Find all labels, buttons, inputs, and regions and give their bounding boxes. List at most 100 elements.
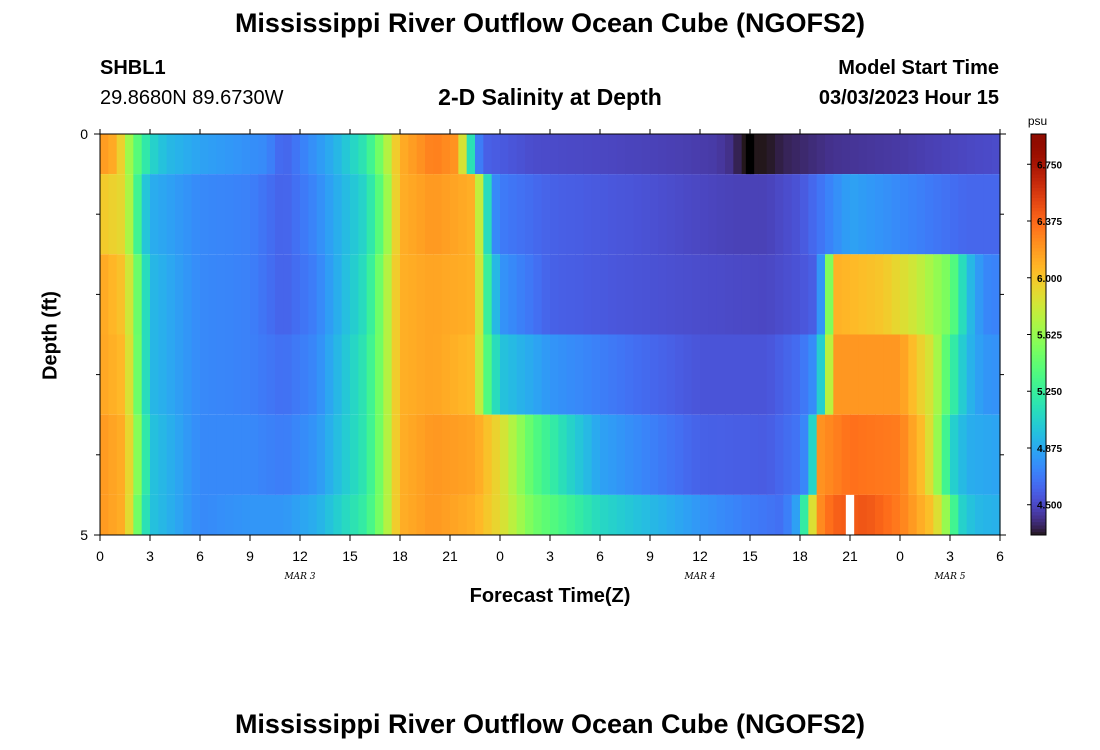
heatmap-cell xyxy=(525,494,534,535)
colorbar-cell xyxy=(1031,147,1046,152)
heatmap-cell xyxy=(425,254,434,335)
heatmap-cell xyxy=(625,334,634,415)
colorbar-cell xyxy=(1031,381,1046,386)
heatmap-cell xyxy=(833,414,843,495)
heatmap-cell xyxy=(625,414,634,495)
heatmap-cell xyxy=(308,334,318,415)
heatmap-cell xyxy=(416,414,426,495)
heatmap-cell xyxy=(425,134,434,175)
heatmap-cell xyxy=(491,254,501,335)
heatmap-cell xyxy=(425,174,434,255)
heatmap-cell xyxy=(608,134,618,175)
heatmap-cell xyxy=(725,254,734,335)
colorbar-tick-label: 5.625 xyxy=(1037,331,1062,342)
heatmap-cell xyxy=(325,174,334,255)
heatmap-cell xyxy=(100,414,109,495)
colorbar-cell xyxy=(1031,187,1046,192)
heatmap-cell xyxy=(641,414,651,495)
colorbar-cell xyxy=(1031,418,1046,422)
heatmap-cell xyxy=(391,494,401,535)
heatmap-cell xyxy=(316,414,326,495)
heatmap-cell xyxy=(933,254,943,335)
heatmap-cell xyxy=(150,134,159,175)
heatmap-cell xyxy=(133,174,143,255)
heatmap-cell xyxy=(750,494,759,535)
heatmap-cell xyxy=(458,334,468,415)
colorbar-cell xyxy=(1031,277,1046,282)
heatmap-cell xyxy=(908,414,918,495)
heatmap-cell xyxy=(841,334,851,415)
colorbar-cell xyxy=(1031,204,1046,209)
colorbar-cell xyxy=(1031,357,1046,362)
y-tick-label: 0 xyxy=(80,126,88,142)
heatmap-cell xyxy=(166,174,176,255)
heatmap-cell xyxy=(350,494,359,535)
heatmap-cell xyxy=(141,134,151,175)
heatmap-cell xyxy=(608,334,618,415)
heatmap-cell xyxy=(775,254,784,335)
heatmap-cell xyxy=(250,174,259,255)
heatmap-cell xyxy=(233,334,243,415)
heatmap-cell xyxy=(883,174,893,255)
heatmap-cell xyxy=(133,414,143,495)
heatmap-cell xyxy=(800,134,809,175)
heatmap-cell xyxy=(908,494,918,535)
colorbar-cell xyxy=(1031,458,1046,462)
heatmap-cell xyxy=(933,134,943,175)
heatmap-cell xyxy=(575,174,584,255)
heatmap-cell xyxy=(708,494,718,535)
colorbar-cell xyxy=(1031,438,1046,442)
heatmap-cell xyxy=(625,254,634,335)
heatmap-cell xyxy=(966,414,976,495)
heatmap-cell xyxy=(800,254,809,335)
heatmap-cell xyxy=(883,334,893,415)
heatmap-cell xyxy=(508,134,518,175)
heatmap-cell xyxy=(541,414,551,495)
heatmap-cell xyxy=(108,414,118,495)
heatmap-cell xyxy=(691,134,701,175)
heatmap-cell xyxy=(616,334,626,415)
colorbar-unit: psu xyxy=(1028,114,1047,128)
heatmap-cell xyxy=(958,174,968,255)
colorbar-cell xyxy=(1031,451,1046,456)
colorbar-cell xyxy=(1031,150,1046,155)
colorbar-cell xyxy=(1031,164,1046,168)
heatmap-cell xyxy=(966,334,976,415)
heatmap-cell xyxy=(408,254,418,335)
heatmap-cell xyxy=(125,414,134,495)
heatmap-cell xyxy=(400,494,409,535)
heatmap-cell xyxy=(475,134,484,175)
heatmap-cell xyxy=(366,174,376,255)
heatmap-cell xyxy=(966,174,976,255)
heatmap-cell xyxy=(575,134,584,175)
heatmap-cell xyxy=(450,174,459,255)
heatmap-cell xyxy=(216,174,226,255)
heatmap-cell xyxy=(783,134,793,175)
heatmap-cell xyxy=(441,334,451,415)
heatmap-cell xyxy=(458,254,468,335)
colorbar-cell xyxy=(1031,260,1046,265)
heatmap-cell xyxy=(391,134,401,175)
heatmap-cell xyxy=(433,174,443,255)
heatmap-cell xyxy=(108,174,118,255)
x-tick-label: 3 xyxy=(946,548,954,564)
heatmap-cell xyxy=(666,334,676,415)
heatmap-cell xyxy=(200,134,209,175)
colorbar-cell xyxy=(1031,501,1046,506)
heatmap-cell xyxy=(525,334,534,415)
x-tick-label: 6 xyxy=(996,548,1004,564)
heatmap-cell xyxy=(791,414,801,495)
heatmap-cell xyxy=(491,334,501,415)
heatmap-cell xyxy=(208,414,218,495)
heatmap-cell xyxy=(516,334,526,415)
heatmap-cell xyxy=(350,174,359,255)
heatmap-cell xyxy=(883,414,893,495)
heatmap-cell xyxy=(766,254,776,335)
heatmap-cell xyxy=(108,254,118,335)
heatmap-cell xyxy=(383,494,393,535)
colorbar-cell xyxy=(1031,220,1046,225)
heatmap-cell xyxy=(341,414,351,495)
colorbar-cell xyxy=(1031,384,1046,389)
heatmap-cell xyxy=(908,174,918,255)
heatmap-cell xyxy=(533,174,543,255)
